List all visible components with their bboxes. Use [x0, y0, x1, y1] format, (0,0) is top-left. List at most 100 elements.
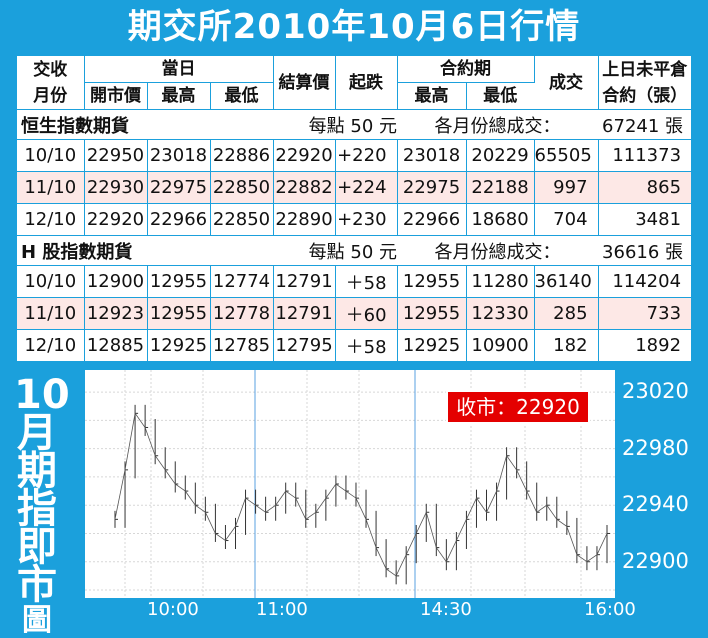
cell-month: 11/10 [17, 297, 85, 330]
section-total-value: 36616 張 [598, 235, 692, 266]
section-total-label: 各月份總成交： [397, 109, 599, 140]
cell-volume: 182 [534, 329, 599, 362]
table-row: 10/10 22950 23018 22886 22920 +220 23018 20229 6… [17, 139, 692, 172]
x-tick-label: 14:30 [420, 599, 472, 620]
cell-oi: 111373 [598, 139, 692, 172]
y-tick-label: 22900 [622, 548, 689, 573]
table-row: 11/10 22930 22975 22850 22882 +224 22975 22188 9… [17, 171, 692, 204]
table-row: 11/10 12923 12955 12778 12791 ＋60 12955 12330 28… [17, 297, 692, 330]
header-high: 最高 [147, 82, 211, 110]
chart-title-char: 圖 [22, 603, 52, 638]
chart-title-char: 即 [17, 524, 57, 570]
y-tick-label: 22940 [622, 492, 689, 517]
cell-low: 22886 [210, 139, 274, 172]
header-open-interest: 上日未平倉 合約（張） [598, 56, 692, 110]
cell-open: 12885 [84, 329, 148, 362]
cell-high: 22975 [147, 171, 211, 204]
chart-title-char: 10 [14, 372, 70, 418]
cell-c-high: 22975 [397, 171, 467, 204]
header-settle: 結算價 [273, 56, 336, 110]
cell-c-high: 12955 [397, 265, 467, 298]
cell-low: 12785 [210, 329, 274, 362]
cell-settle: 22890 [273, 203, 336, 236]
cell-high: 22966 [147, 203, 211, 236]
cell-volume: 704 [534, 203, 599, 236]
cell-open: 22950 [84, 139, 148, 172]
cell-month: 12/10 [17, 329, 85, 362]
section-name: H 股指數期貨 [17, 235, 274, 266]
chart-title-char: 期 [17, 448, 57, 494]
cell-c-low: 10900 [466, 329, 535, 362]
x-tick-label: 16:00 [584, 599, 636, 620]
cell-settle: 12791 [273, 297, 336, 330]
header-contract-high: 最高 [397, 82, 467, 110]
cell-change: +224 [335, 171, 398, 204]
cell-low: 22850 [210, 171, 274, 204]
section-name: 恒生指數期貨 [17, 109, 274, 140]
cell-c-low: 11280 [466, 265, 535, 298]
cell-settle: 12795 [273, 329, 336, 362]
cell-c-high: 12955 [397, 297, 467, 330]
cell-c-high: 23018 [397, 139, 467, 172]
header-today: 當日 [84, 56, 274, 83]
cell-low: 12778 [210, 297, 274, 330]
cell-open: 12923 [84, 297, 148, 330]
cell-high: 12925 [147, 329, 211, 362]
cell-c-low: 22188 [466, 171, 535, 204]
section-total-label: 各月份總成交： [397, 235, 599, 266]
cell-low: 22850 [210, 203, 274, 236]
header-volume: 成交 [534, 56, 599, 110]
table-row: 10/10 12900 12955 12774 12791 ＋58 12955 11280 36… [17, 265, 692, 298]
cell-oi: 1892 [598, 329, 692, 362]
cell-month: 10/10 [17, 265, 85, 298]
quotes-table: 交收 月份 當日 結算價 起跌 合約期 成交 上日未平倉 合約（張） 開市價 最高 … [17, 56, 692, 362]
cell-oi: 114204 [598, 265, 692, 298]
price-line [114, 412, 608, 577]
chart-title-char: 市 [17, 562, 57, 608]
cell-settle: 22882 [273, 171, 336, 204]
chart-title-char: 指 [17, 486, 57, 532]
cell-c-high: 12925 [397, 329, 467, 362]
cell-c-low: 18680 [466, 203, 535, 236]
cell-c-high: 22966 [397, 203, 467, 236]
header-contract: 合約期 [397, 56, 535, 83]
cell-oi: 3481 [598, 203, 692, 236]
x-tick-label: 10:00 [147, 599, 199, 620]
cell-settle: 12791 [273, 265, 336, 298]
cell-c-low: 12330 [466, 297, 535, 330]
cell-settle: 22920 [273, 139, 336, 172]
cell-open: 22930 [84, 171, 148, 204]
cell-month: 10/10 [17, 139, 85, 172]
chart-vertical-title: 10 月期指即市圖 [14, 372, 70, 638]
cell-change: +220 [335, 139, 398, 172]
x-tick-label: 11:00 [256, 599, 308, 620]
cell-oi: 865 [598, 171, 692, 204]
table-row: 12/10 22920 22966 22850 22890 +230 22966 18680 7… [17, 203, 692, 236]
section-row: 恒生指數期貨 每點 50 元各月份總成交： 67241 張 [17, 109, 692, 140]
close-price-badge: 收市：22920 [446, 390, 590, 424]
cell-volume: 36140 [534, 265, 599, 298]
cell-open: 22920 [84, 203, 148, 236]
cell-month: 11/10 [17, 171, 85, 204]
cell-change: ＋58 [335, 329, 398, 362]
cell-volume: 65505 [534, 139, 599, 172]
cell-change: ＋60 [335, 297, 398, 330]
table-row: 12/10 12885 12925 12785 12795 ＋58 12925 10900 18… [17, 329, 692, 362]
y-tick-label: 23020 [622, 379, 689, 404]
y-tick-label: 22980 [622, 435, 689, 460]
section-per-point: 每點 50 元 [273, 235, 398, 266]
header-change: 起跌 [335, 56, 398, 110]
cell-open: 12900 [84, 265, 148, 298]
cell-high: 12955 [147, 265, 211, 298]
header-month: 交收 月份 [17, 56, 85, 110]
section-per-point: 每點 50 元 [273, 109, 398, 140]
chart-title-char: 月 [17, 410, 57, 456]
cell-low: 12774 [210, 265, 274, 298]
chart-svg [85, 370, 615, 598]
cell-month: 12/10 [17, 203, 85, 236]
header-open: 開市價 [84, 82, 148, 110]
cell-change: +230 [335, 203, 398, 236]
header-low: 最低 [210, 82, 274, 110]
cell-volume: 285 [534, 297, 599, 330]
cell-change: ＋58 [335, 265, 398, 298]
